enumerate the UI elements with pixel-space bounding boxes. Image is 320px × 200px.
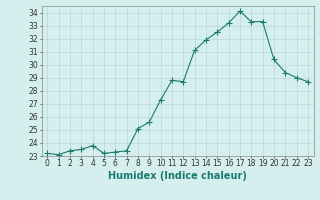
X-axis label: Humidex (Indice chaleur): Humidex (Indice chaleur): [108, 171, 247, 181]
